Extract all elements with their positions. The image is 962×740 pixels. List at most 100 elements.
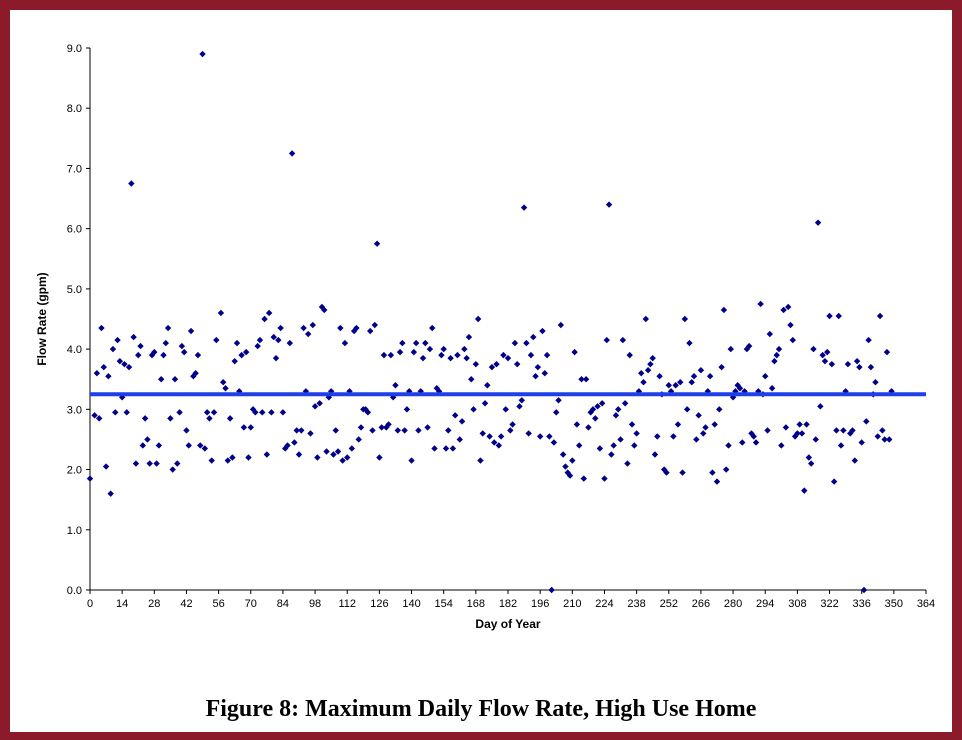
data-point	[665, 382, 672, 389]
x-tick-label: 182	[499, 598, 517, 610]
data-point	[369, 427, 376, 434]
data-point	[771, 357, 778, 365]
x-tick-label: 168	[467, 598, 485, 610]
data-point	[334, 448, 342, 455]
x-tick-label: 112	[338, 598, 356, 610]
data-point	[681, 315, 689, 323]
data-point	[796, 421, 803, 428]
y-axis-label: Flow Rate (gpm)	[35, 272, 49, 365]
data-point	[509, 421, 516, 428]
data-point	[791, 433, 799, 440]
data-point	[502, 406, 509, 413]
data-point	[284, 442, 291, 449]
data-point	[486, 433, 493, 440]
data-point	[553, 409, 560, 416]
data-point	[575, 442, 583, 449]
y-tick-label: 0.0	[67, 585, 82, 597]
data-point	[353, 324, 360, 332]
data-point	[100, 363, 107, 371]
data-point	[364, 409, 372, 416]
data-point	[883, 348, 891, 356]
data-point	[178, 342, 186, 350]
x-tick-label: 364	[917, 598, 935, 610]
data-point	[419, 354, 427, 362]
data-point	[495, 442, 503, 449]
data-point	[628, 421, 636, 428]
data-point	[185, 442, 192, 449]
data-point	[208, 457, 215, 464]
y-tick-label: 4.0	[67, 344, 82, 356]
data-point	[139, 442, 147, 449]
data-point	[507, 427, 514, 434]
data-point	[601, 475, 608, 482]
data-point	[298, 427, 305, 434]
data-point	[856, 363, 863, 371]
data-point	[123, 409, 130, 416]
data-point	[624, 460, 631, 467]
data-point	[757, 300, 764, 308]
data-point	[247, 424, 254, 431]
data-point	[403, 406, 411, 413]
data-point	[341, 339, 349, 347]
data-point	[789, 336, 796, 344]
data-point	[725, 442, 732, 449]
data-point	[415, 427, 422, 434]
data-point	[835, 312, 842, 320]
data-point	[461, 345, 468, 353]
data-point	[550, 439, 558, 446]
x-tick-label: 294	[756, 598, 774, 610]
data-point	[511, 339, 519, 347]
x-tick-label: 280	[724, 598, 742, 610]
data-point	[706, 373, 714, 380]
data-point	[151, 348, 158, 356]
data-point	[449, 445, 457, 452]
data-point	[95, 415, 103, 422]
y-tick-label: 3.0	[67, 404, 82, 416]
data-point	[780, 306, 787, 314]
y-tick-label: 9.0	[67, 43, 82, 55]
data-point	[348, 445, 356, 452]
figure-caption: Figure 8: Maximum Daily Flow Rate, High …	[205, 696, 757, 722]
data-point	[649, 354, 656, 362]
data-point	[277, 324, 284, 332]
data-point	[366, 327, 374, 335]
data-point	[833, 427, 840, 434]
data-point	[564, 469, 571, 476]
data-point	[555, 397, 562, 404]
data-point	[220, 379, 227, 386]
data-point	[226, 415, 234, 422]
data-point	[500, 351, 507, 359]
data-point	[638, 370, 645, 377]
data-point	[357, 424, 365, 431]
data-point	[592, 415, 599, 422]
data-point	[745, 342, 753, 350]
data-point	[693, 436, 700, 443]
data-point	[429, 324, 436, 332]
data-point	[688, 379, 695, 386]
data-point	[291, 439, 298, 446]
data-point	[376, 454, 383, 461]
data-point	[240, 424, 248, 431]
y-tick-label: 6.0	[67, 224, 82, 236]
x-axis-label: Day of Year	[475, 617, 540, 631]
data-point	[504, 354, 512, 362]
data-point	[412, 339, 420, 347]
data-point	[488, 363, 496, 371]
y-tick-label: 2.0	[67, 465, 82, 477]
data-point	[876, 312, 884, 320]
data-point	[477, 457, 484, 464]
data-point	[148, 351, 156, 359]
data-point	[860, 586, 868, 594]
data-point	[109, 345, 117, 353]
data-point	[458, 418, 466, 425]
x-tick-label: 266	[692, 598, 710, 610]
data-point	[440, 345, 447, 353]
data-point	[778, 442, 785, 449]
axes	[86, 47, 927, 594]
x-tick-label: 252	[660, 598, 678, 610]
data-point	[396, 348, 404, 356]
data-point	[773, 351, 780, 359]
data-point	[210, 409, 218, 416]
data-point	[153, 460, 160, 467]
data-point	[470, 406, 477, 413]
